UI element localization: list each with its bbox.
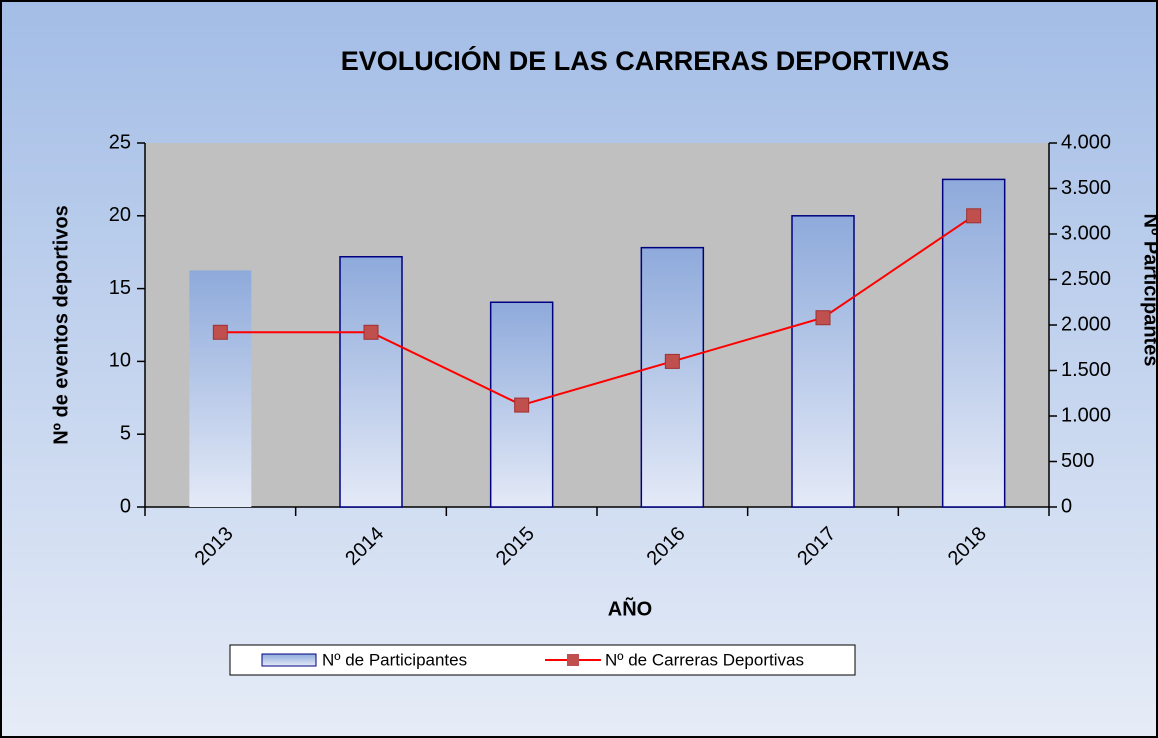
legend-swatch [261,653,317,667]
y2-axis-title: Nº Participantes [1140,214,1158,367]
y2-tick-label: 3.000 [1061,222,1111,244]
plot-area [145,143,1049,507]
legend-box [229,644,856,676]
legend-marker [567,654,579,666]
marker [514,397,530,413]
legend: Nº de Participantes Nº de Carreras Deport… [229,644,856,676]
legend-label: Nº de Participantes [322,650,467,669]
y2-tick-label: 3.500 [1061,177,1111,199]
y-tick-label: 5 [120,422,131,444]
marker [363,324,379,340]
chart-title: EVOLUCIÓN DE LAS CARRERAS DEPORTIVAS [341,45,950,76]
y-tick-label: 20 [109,204,131,226]
line [220,214,975,407]
y2-tick-label: 2.500 [1061,268,1111,290]
y2-tick-label: 500 [1061,450,1094,472]
y-tick-label: 10 [109,350,131,372]
y-tick-label: 25 [109,131,131,153]
marker [212,324,228,340]
y-tick-label: 15 [109,277,131,299]
y2-tick-label: 2.000 [1061,313,1111,335]
bar [339,256,403,508]
bar [189,270,252,507]
bar [640,246,705,508]
y-tick-label: 0 [120,495,131,517]
y-axis-title: Nº de eventos deportivos [50,205,72,445]
bar [791,215,855,508]
bar [941,178,1006,508]
marker [966,208,982,224]
y2-tick-label: 4.000 [1061,131,1111,153]
legend-label: Nº de Carreras Deportivas [605,650,804,669]
marker [664,353,680,369]
x-axis-title: AÑO [608,597,652,620]
y2-tick-label: 1.000 [1061,404,1111,426]
marker [815,310,831,326]
y2-tick-label: 0 [1061,495,1072,517]
y2-tick-label: 1.500 [1061,359,1111,381]
